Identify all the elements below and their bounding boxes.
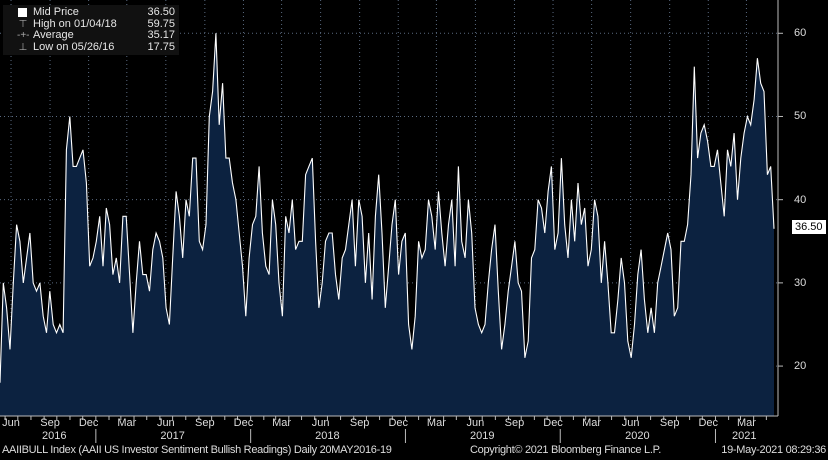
x-month-label: Sep (40, 417, 60, 429)
footer-title: AAIIBULL Index (AAII US Investor Sentime… (2, 444, 392, 456)
x-month-label: Jun (311, 417, 330, 429)
footer-copyright: Copyright© 2021 Bloomberg Finance L.P. (470, 444, 661, 456)
x-month-label: Mar (117, 417, 137, 429)
x-year-label: 2019 (469, 430, 495, 442)
legend-label: High on 01/04/18 (33, 17, 117, 30)
legend-item-low[interactable]: ⊥ Low on 05/26/16 17.75 (7, 40, 175, 54)
low-marker-icon: ⊥ (18, 41, 28, 53)
high-marker-icon: ⊤ (18, 18, 28, 30)
x-month-label: Mar (272, 417, 292, 429)
price-area (0, 33, 774, 417)
legend: Mid Price 36.50 ⊤ High on 01/04/18 59.75 -+… (3, 5, 179, 55)
square-swatch-icon (18, 8, 27, 17)
legend-item-high[interactable]: ⊤ High on 01/04/18 59.75 (7, 17, 175, 31)
legend-value: 59.75 (147, 17, 175, 30)
last-value-label: 36.50 (792, 220, 826, 234)
x-year-label: 2017 (160, 430, 185, 442)
legend-item-mid[interactable]: Mid Price 36.50 (7, 6, 175, 19)
x-month-label: Jun (156, 417, 175, 429)
y-tick-label: 50 (794, 110, 807, 123)
y-tick-label: 40 (794, 193, 807, 206)
x-month-label: Jun (2, 417, 20, 429)
legend-label: Low on 05/26/16 (33, 40, 115, 53)
average-marker-icon: -+- (17, 30, 30, 41)
legend-label: Mid Price (33, 6, 79, 18)
x-year-label: 2018 (315, 430, 340, 442)
x-month-label: Sep (504, 417, 525, 429)
x-month-label: Dec (233, 417, 254, 429)
legend-value: 35.17 (147, 29, 175, 41)
x-month-label: Mar (736, 417, 756, 429)
x-month-label: Dec (78, 417, 99, 429)
x-month-label: Mar (582, 417, 602, 429)
x-month-label: Dec (388, 417, 409, 429)
x-month-label: Jun (466, 417, 485, 429)
x-year-label: 2021 (732, 430, 757, 442)
y-tick-label: 30 (794, 276, 807, 289)
legend-item-average[interactable]: -+- Average 35.17 (7, 29, 175, 42)
footer-timestamp: 19-May-2021 08:29:36 (721, 444, 826, 456)
x-year-label: 2016 (42, 430, 67, 442)
x-month-label: Sep (195, 417, 215, 429)
price-line (0, 33, 775, 383)
x-month-label: Sep (349, 417, 370, 429)
x-month-label: Mar (426, 417, 446, 429)
legend-value: 36.50 (147, 6, 175, 18)
y-tick-label: 60 (794, 27, 807, 40)
x-month-label: Jun (621, 417, 640, 429)
legend-value: 17.75 (147, 40, 175, 53)
x-month-label: Sep (659, 417, 680, 429)
y-tick-label: 20 (794, 360, 807, 373)
legend-label: Average (33, 29, 74, 41)
x-month-label: Dec (698, 417, 719, 429)
x-month-label: Dec (543, 417, 563, 429)
x-year-label: 2020 (625, 430, 650, 442)
